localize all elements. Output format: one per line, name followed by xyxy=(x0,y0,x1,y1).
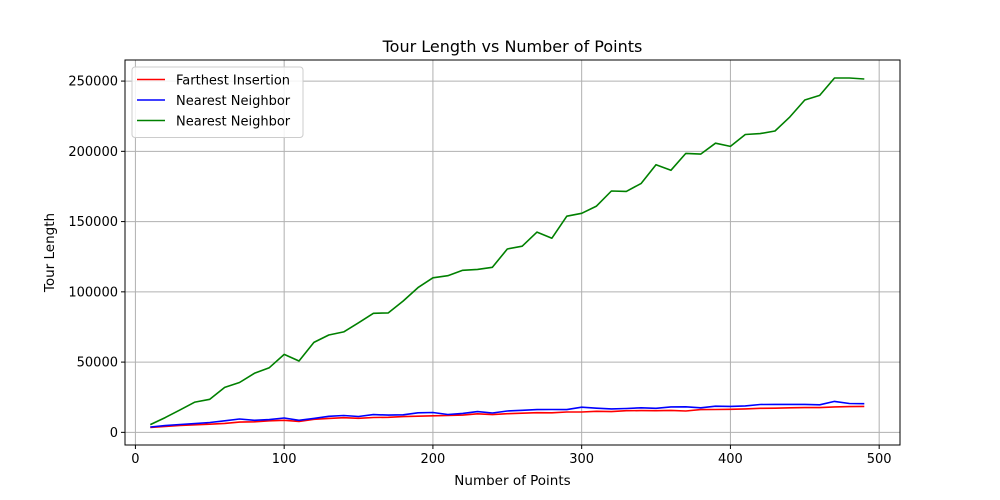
plot-area-frame xyxy=(124,59,901,446)
series-line-1 xyxy=(150,400,865,428)
y-tick-label: 100000 xyxy=(68,285,118,300)
y-tick-label: 250000 xyxy=(68,75,118,90)
x-axis-label: Number of Points xyxy=(454,473,570,489)
series-lines xyxy=(149,77,865,429)
chart-title: Tour Length vs Number of Points xyxy=(382,37,643,56)
legend-frame xyxy=(131,66,304,138)
x-tick-label: 0 xyxy=(131,452,139,467)
y-axis-label: Tour Length xyxy=(42,213,58,293)
y-tick-label: 0 xyxy=(110,426,118,441)
x-tick-label: 300 xyxy=(569,452,594,467)
x-tick-label: 200 xyxy=(421,452,446,467)
legend-entry-label: Nearest Neighbor xyxy=(176,94,291,109)
y-tick-label: 50000 xyxy=(77,356,118,371)
y-tick-label: 200000 xyxy=(68,145,118,160)
legend-entry-label: Nearest Neighbor xyxy=(176,115,291,130)
x-tick-label: 100 xyxy=(272,452,297,467)
x-tick-label: 400 xyxy=(718,452,743,467)
series-line-2 xyxy=(149,77,865,426)
x-tick-label: 500 xyxy=(867,452,892,467)
axis-ticks: 0 100 200 300 400 500 0 50000 100000 150000 200000… xyxy=(68,75,891,467)
y-tick-label: 150000 xyxy=(68,215,118,230)
legend-entry-label: Farthest Insertion xyxy=(176,74,290,89)
series-line-0 xyxy=(150,405,865,429)
legend: Farthest Insertion Nearest Neighbor Neares… xyxy=(131,66,304,138)
